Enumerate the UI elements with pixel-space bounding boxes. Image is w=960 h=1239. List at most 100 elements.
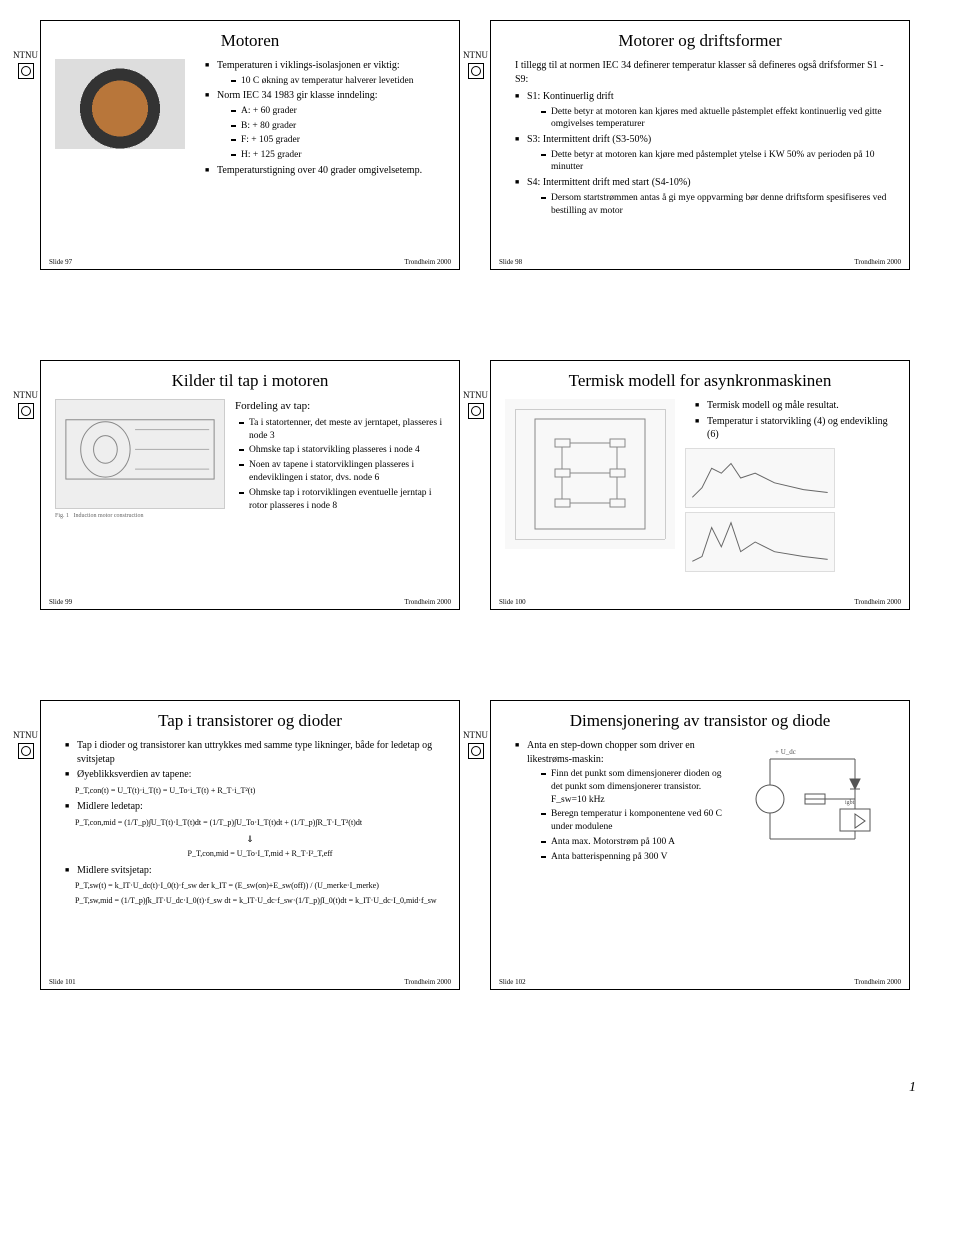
- svg-text:+ U_dc: + U_dc: [775, 748, 796, 756]
- slide-footer: Slide 102 Trondheim 2000: [499, 978, 901, 986]
- slide-footer: Slide 100 Trondheim 2000: [499, 598, 901, 606]
- svg-text:igbt: igbt: [845, 800, 855, 806]
- sub-bullet: Dette betyr at motoren kan kjøre med pås…: [541, 149, 895, 175]
- ntnu-label: NTNU: [463, 50, 488, 60]
- slide-footer: Slide 99 Trondheim 2000: [49, 598, 451, 606]
- slide-number: Slide 98: [499, 258, 522, 266]
- slide-99: NTNU Kilder til tap i motoren Fig. 1 Ind…: [40, 360, 460, 610]
- bullet: S4: Intermittent drift med start (S4-10%…: [515, 176, 895, 217]
- sub-bullet: H: + 125 grader: [231, 149, 445, 162]
- slide-body: Tap i dioder og transistorer kan uttrykk…: [55, 739, 445, 907]
- slide-number: Slide 97: [49, 258, 72, 266]
- ntnu-label: NTNU: [463, 390, 488, 400]
- footer-right: Trondheim 2000: [854, 598, 901, 606]
- ntnu-badge: NTNU: [463, 731, 488, 759]
- motor-photo: [55, 59, 185, 149]
- sub-bullet: Beregn temperatur i komponentene ved 60 …: [541, 808, 735, 834]
- slide-number: Slide 100: [499, 598, 526, 606]
- formula: P_T,con,mid = (1/T_p)∫U_T(t)·I_T(t)dt = …: [75, 818, 445, 829]
- ntnu-badge: NTNU: [13, 391, 38, 419]
- slide-footer: Slide 98 Trondheim 2000: [499, 258, 901, 266]
- intro-text: I tillegg til at normen IEC 34 definerer…: [505, 59, 895, 86]
- bullet: Norm IEC 34 1983 gir klasse inndeling: A…: [205, 89, 445, 162]
- slide-footer: Slide 101 Trondheim 2000: [49, 978, 451, 986]
- slide-body: I tillegg til at normen IEC 34 definerer…: [505, 59, 895, 217]
- sub-bullet: Anta max. Motorstrøm på 100 A: [541, 836, 735, 849]
- ntnu-logo-icon: [468, 403, 484, 419]
- slide-title: Tap i transistorer og dioder: [55, 711, 445, 731]
- ntnu-logo-icon: [18, 63, 34, 79]
- slide-number: Slide 102: [499, 978, 526, 986]
- slide-title: Motorer og driftsformer: [505, 31, 895, 51]
- sub-bullet: 10 C økning av temperatur halverer levet…: [231, 75, 445, 88]
- temperature-graph-2: [685, 512, 835, 572]
- slide-100: NTNU Termisk modell for asynkronmaskinen…: [490, 360, 910, 610]
- ntnu-badge: NTNU: [463, 391, 488, 419]
- sub-bullet: Finn det punkt som dimensjonerer dioden …: [541, 768, 735, 806]
- ntnu-logo-icon: [18, 743, 34, 759]
- temperature-graph-1: [685, 448, 835, 508]
- slide-footer: Slide 97 Trondheim 2000: [49, 258, 451, 266]
- bullet: S3: Intermittent drift (S3-50%) Dette be…: [515, 133, 895, 174]
- slide-title: Termisk modell for asynkronmaskinen: [505, 371, 895, 391]
- diagram-placeholder: [55, 399, 225, 509]
- bullet: Termisk modell og måle resultat.: [695, 399, 895, 413]
- bullet: Tap i dioder og transistorer kan uttrykk…: [65, 739, 445, 766]
- footer-right: Trondheim 2000: [404, 978, 451, 986]
- bullet: S1: Kontinuerlig drift Dette betyr at mo…: [515, 90, 895, 131]
- ntnu-badge: NTNU: [13, 731, 38, 759]
- bullet: Temperatur i statorvikling (4) og endevi…: [695, 415, 895, 442]
- slide-body: Fig. 1 Induction motor construction Ford…: [55, 399, 445, 520]
- slide-row-1: NTNU Motoren Temperaturen i viklings-iso…: [40, 20, 920, 270]
- slide-102: NTNU Dimensjonering av transistor og dio…: [490, 700, 910, 990]
- slide-row-3: NTNU Tap i transistorer og dioder Tap i …: [40, 700, 920, 990]
- sub-bullet: Dersom startstrømmen antas å gi mye oppv…: [541, 192, 895, 218]
- slide-number: Slide 101: [49, 978, 76, 986]
- bullet: Øyeblikksverdien av tapene:: [65, 768, 445, 782]
- bullet: Temperaturen i viklings-isolasjonen er v…: [205, 59, 445, 87]
- bullet: Temperaturstigning over 40 grader omgive…: [205, 164, 445, 178]
- footer-right: Trondheim 2000: [404, 258, 451, 266]
- chopper-circuit-diagram: + U_dc igbt: [745, 739, 895, 859]
- sub-bullet: Anta batterispenning på 300 V: [541, 851, 735, 864]
- heading: Fordeling av tap:: [235, 399, 445, 414]
- sub-bullet: Dette betyr at motoren kan kjøres med ak…: [541, 106, 895, 132]
- formula: P_T,sw(t) = k_IT·U_dc(t)·I_0(t)·f_sw der…: [75, 881, 445, 892]
- slide-row-2: NTNU Kilder til tap i motoren Fig. 1 Ind…: [40, 360, 920, 610]
- slide-title: Motoren: [55, 31, 445, 51]
- slide-body: Anta en step-down chopper som driver en …: [505, 739, 895, 866]
- thermal-network-diagram: [505, 399, 675, 549]
- sub-bullet: Ohmske tap i rotorviklingen eventuelle j…: [239, 487, 445, 513]
- bullet: Midlere ledetap:: [65, 800, 445, 814]
- ntnu-label: NTNU: [13, 390, 38, 400]
- slide-97: NTNU Motoren Temperaturen i viklings-iso…: [40, 20, 460, 270]
- sub-bullet: B: + 80 grader: [231, 120, 445, 133]
- formula: P_T,con,mid = U_To·I_T,mid + R_T·I²_T,ef…: [75, 849, 445, 860]
- sub-bullet: Noen av tapene i statorviklingen plasser…: [239, 459, 445, 485]
- slide-title: Kilder til tap i motoren: [55, 371, 445, 391]
- ntnu-label: NTNU: [463, 730, 488, 740]
- ntnu-logo-icon: [18, 403, 34, 419]
- slide-body: Termisk modell og måle resultat. Tempera…: [505, 399, 895, 572]
- slide-number: Slide 99: [49, 598, 72, 606]
- slide-98: NTNU Motorer og driftsformer I tillegg t…: [490, 20, 910, 270]
- formula: P_T,con(t) = U_T(t)·i_T(t) = U_To·i_T(t)…: [75, 786, 445, 797]
- ntnu-label: NTNU: [13, 730, 38, 740]
- bullet: Anta en step-down chopper som driver en …: [515, 739, 735, 864]
- motor-cross-section-diagram: Fig. 1 Induction motor construction: [55, 399, 225, 520]
- footer-right: Trondheim 2000: [404, 598, 451, 606]
- ntnu-badge: NTNU: [13, 51, 38, 79]
- bullet: Midlere svitsjetap:: [65, 864, 445, 878]
- slide-title: Dimensjonering av transistor og diode: [505, 711, 895, 731]
- ntnu-label: NTNU: [13, 50, 38, 60]
- slide-body: Temperaturen i viklings-isolasjonen er v…: [55, 59, 445, 180]
- sub-bullet: Ta i statortenner, det meste av jerntape…: [239, 417, 445, 443]
- formula: P_T,sw,mid = (1/T_p)∫k_IT·U_dc·I_0(t)·f_…: [75, 896, 445, 907]
- ntnu-badge: NTNU: [463, 51, 488, 79]
- arrow-icon: ⇓: [55, 833, 445, 845]
- sub-bullet: A: + 60 grader: [231, 105, 445, 118]
- sub-bullet: F: + 105 grader: [231, 134, 445, 147]
- ntnu-logo-icon: [468, 743, 484, 759]
- page-number: 1: [40, 1080, 920, 1096]
- ntnu-logo-icon: [468, 63, 484, 79]
